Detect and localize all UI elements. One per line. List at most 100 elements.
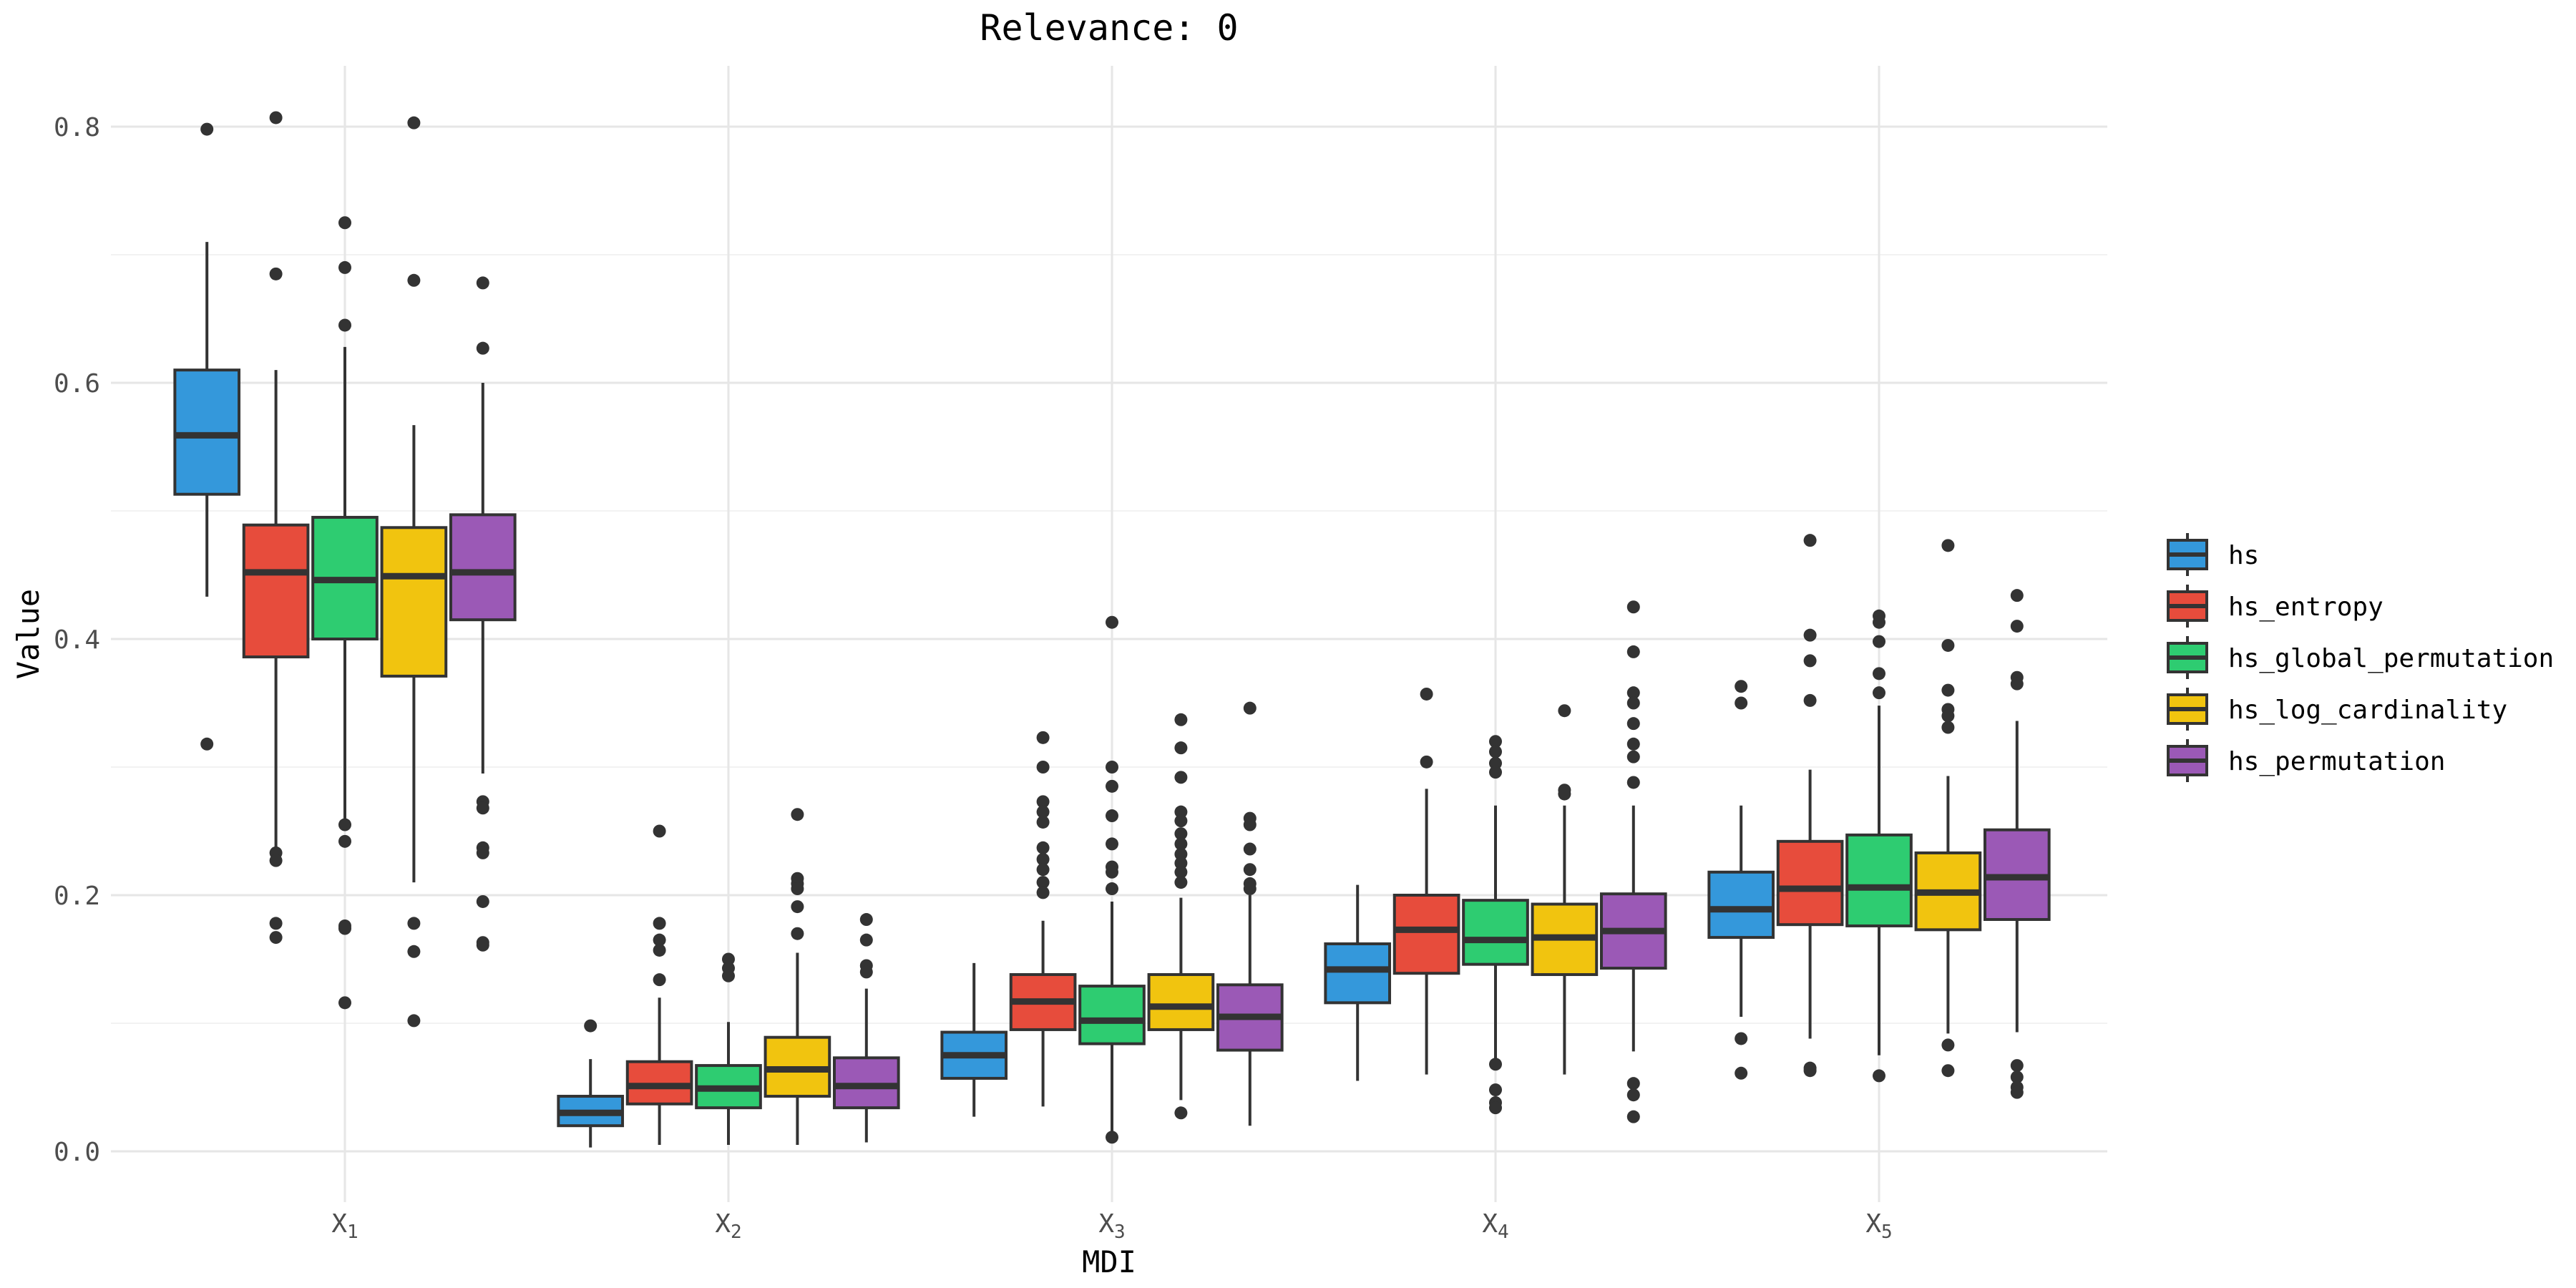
x-tick-label: X2 xyxy=(715,1209,741,1243)
outlier-point xyxy=(1036,841,1050,854)
box-hs_log_cardinality-5 xyxy=(1914,539,1982,1078)
box-body xyxy=(1707,870,1775,940)
outlier-point xyxy=(859,965,873,979)
outlier-point xyxy=(1106,882,1118,896)
outlier-point xyxy=(1803,628,1817,642)
chart-title: Relevance: 0 xyxy=(980,7,1238,49)
outlier-point xyxy=(1803,654,1817,668)
outlier-point xyxy=(1558,704,1571,718)
y-tick-label: 0.0 xyxy=(54,1138,100,1167)
box-hs_entropy-2 xyxy=(625,824,693,1146)
outlier-point xyxy=(476,846,489,859)
outlier-point xyxy=(269,854,283,867)
outlier-point xyxy=(2010,620,2024,633)
outlier-point xyxy=(1626,645,1640,658)
outlier-point xyxy=(338,922,351,935)
box-body xyxy=(449,513,517,622)
outlier-point xyxy=(1243,863,1257,877)
box-body xyxy=(380,526,448,678)
outlier-point xyxy=(1174,1106,1188,1120)
outlier-point xyxy=(1735,1066,1748,1080)
outlier-point xyxy=(1036,795,1050,809)
box-hs-4 xyxy=(1324,884,1392,1081)
outlier-point xyxy=(1036,815,1050,829)
x-axis-title: MDI xyxy=(1082,1244,1136,1279)
outlier-point xyxy=(653,933,666,947)
outlier-point xyxy=(791,808,804,821)
outlier-point xyxy=(476,938,489,952)
outlier-point xyxy=(722,969,735,982)
outlier-point xyxy=(584,1019,597,1033)
legend-item-hs: hs xyxy=(2167,533,2259,576)
outlier-point xyxy=(1489,766,1502,779)
outlier-point xyxy=(1106,809,1118,823)
x-tick-label: X5 xyxy=(1865,1209,1892,1243)
y-tick-label: 0.8 xyxy=(54,113,100,142)
outlier-point xyxy=(269,111,283,125)
outlier-point xyxy=(1243,842,1257,856)
box-hs-1 xyxy=(173,122,241,751)
outlier-point xyxy=(1626,1088,1640,1102)
outlier-point xyxy=(269,267,283,280)
outlier-point xyxy=(1626,600,1640,614)
outlier-point xyxy=(722,952,735,966)
outlier-point xyxy=(1489,745,1502,758)
outlier-point xyxy=(269,931,283,945)
outlier-point xyxy=(1489,735,1502,748)
outlier-point xyxy=(1420,687,1433,701)
outlier-point xyxy=(1873,1069,1885,1083)
outlier-point xyxy=(1941,683,1955,697)
box-hs_permutation-3 xyxy=(1216,701,1284,1126)
box-hs-3 xyxy=(940,962,1008,1117)
outlier-point xyxy=(1941,1064,1955,1078)
legend-label: hs_entropy xyxy=(2228,592,2384,622)
outlier-point xyxy=(791,900,804,914)
box-hs_log_cardinality-4 xyxy=(1531,704,1599,1075)
x-tick-label: X1 xyxy=(331,1209,358,1243)
outlier-point xyxy=(1803,693,1817,707)
outlier-point xyxy=(1558,787,1571,801)
box-hs_permutation-5 xyxy=(1983,589,2051,1099)
outlier-point xyxy=(1626,1077,1640,1091)
outlier-point xyxy=(1626,750,1640,763)
outlier-point xyxy=(407,917,421,930)
outlier-point xyxy=(1036,876,1050,889)
outlier-point xyxy=(653,943,666,957)
outlier-point xyxy=(1941,638,1955,652)
outlier-point xyxy=(2010,1070,2024,1084)
box-body xyxy=(1462,899,1529,966)
outlier-point xyxy=(1489,1058,1502,1071)
outlier-point xyxy=(1036,886,1050,899)
outlier-point xyxy=(1873,615,1885,629)
outlier-point xyxy=(338,318,351,332)
plot-area xyxy=(173,111,2051,1148)
outlier-point xyxy=(1036,863,1050,877)
outlier-point xyxy=(1174,865,1188,879)
outlier-point xyxy=(1626,776,1640,789)
legend-label: hs_log_cardinality xyxy=(2228,696,2507,725)
legend-item-hs_permutation: hs_permutation xyxy=(2167,739,2445,782)
outlier-point xyxy=(338,818,351,831)
box-hs_entropy-3 xyxy=(1009,731,1077,1107)
outlier-point xyxy=(1941,721,1955,734)
box-body xyxy=(1147,972,1215,1031)
outlier-point xyxy=(1626,1110,1640,1123)
outlier-point xyxy=(653,917,666,930)
outlier-point xyxy=(1243,701,1257,715)
box-body xyxy=(242,523,310,659)
outlier-point xyxy=(859,913,873,927)
outlier-point xyxy=(1036,761,1050,774)
outlier-point xyxy=(791,927,804,940)
y-axis-title: Value xyxy=(11,589,46,679)
y-tick-label: 0.4 xyxy=(54,625,100,655)
outlier-point xyxy=(1036,731,1050,744)
outlier-point xyxy=(1489,1083,1502,1097)
outlier-point xyxy=(407,945,421,958)
outlier-point xyxy=(791,882,804,896)
box-body xyxy=(1845,833,1913,927)
box-body xyxy=(1078,985,1146,1045)
box-body xyxy=(1324,942,1392,1005)
box-hs_log_cardinality-1 xyxy=(380,116,448,1028)
outlier-point xyxy=(476,341,489,355)
